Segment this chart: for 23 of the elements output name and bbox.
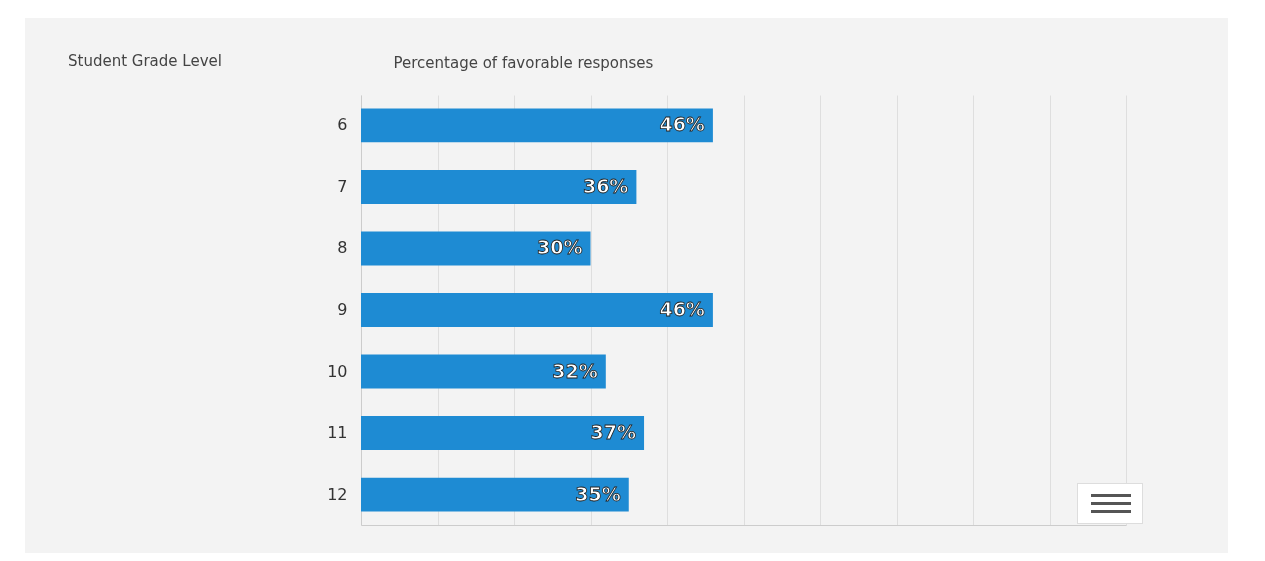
y-tick-label: 10 [327,361,348,381]
bar [361,293,713,327]
data-label: 46% [659,298,705,320]
y-tick-label: 8 [337,238,348,258]
bar [361,170,637,204]
y-tick-label: 11 [327,423,348,443]
y-tick-label: 12 [327,484,348,504]
data-label: 32% [552,359,598,382]
bar [361,108,713,143]
bar [361,231,591,266]
data-label: 36% [582,174,629,197]
y-tick-label: 9 [337,300,348,319]
data-label: 35% [575,482,621,505]
text: Student Grade Level [68,52,222,70]
data-label: 46% [659,113,705,136]
data-label: 37% [590,421,637,444]
bar [361,354,606,389]
y-tick-label: 6 [337,115,348,135]
data-label: 30% [537,236,583,259]
x-axis-title: Percentage of favorable responses [393,53,654,72]
y-tick-label: 7 [337,176,348,196]
bar [361,477,629,512]
bar [361,416,645,450]
